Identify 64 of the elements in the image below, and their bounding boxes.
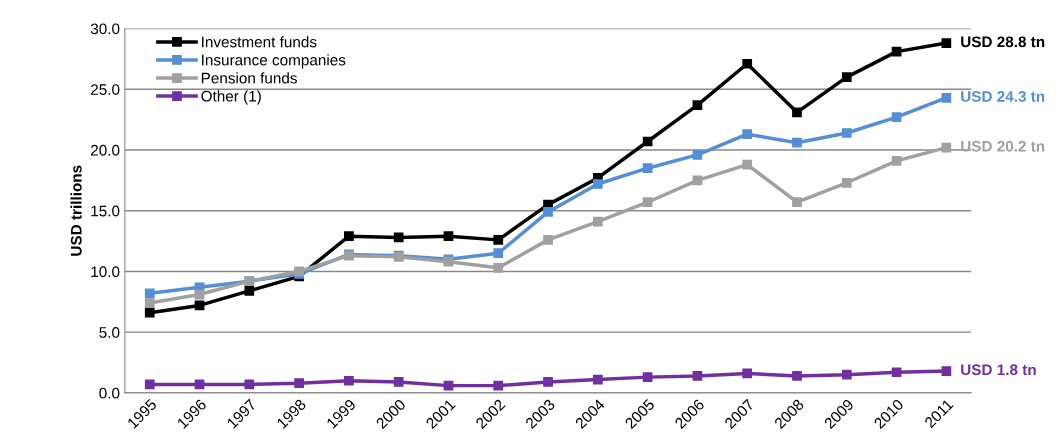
- point: [543, 235, 553, 245]
- point: [393, 377, 404, 387]
- point: [941, 366, 952, 376]
- point: [742, 159, 753, 170]
- point: [294, 378, 304, 389]
- point: [742, 368, 753, 379]
- annotation: USD 24.3 tn: [961, 91, 1045, 102]
- point: [841, 177, 852, 188]
- point: [692, 175, 703, 186]
- y-tick-label: 30.0: [90, 23, 120, 35]
- point: [493, 235, 504, 245]
- point: [592, 216, 603, 227]
- y-tick-label: 10.0: [91, 266, 120, 278]
- point: [841, 128, 852, 138]
- y-tick-label: 5.0: [99, 327, 120, 338]
- point: [493, 262, 504, 273]
- point: [891, 156, 902, 166]
- legend-label: Other (1): [201, 90, 261, 105]
- point: [692, 149, 703, 160]
- legend-label: Investment funds: [202, 36, 317, 48]
- point: [244, 286, 255, 296]
- annotation: USD 1.8 tn: [961, 364, 1036, 376]
- point: [941, 92, 952, 103]
- point: [891, 112, 902, 123]
- point: [144, 379, 155, 390]
- legend-label: Insurance companies: [202, 54, 346, 69]
- point: [393, 232, 404, 243]
- annotation: USD 28.8 tn: [961, 36, 1045, 48]
- point: [443, 231, 454, 242]
- legend-label: Pension funds: [201, 72, 297, 84]
- point: [493, 380, 504, 391]
- point: [344, 231, 354, 242]
- point: [592, 179, 603, 189]
- point: [792, 107, 802, 118]
- point: [642, 372, 653, 382]
- y-tick-label: 15.0: [91, 205, 120, 217]
- point: [144, 307, 155, 318]
- point: [841, 369, 852, 380]
- point: [742, 58, 753, 69]
- point: [792, 137, 802, 148]
- point: [244, 379, 255, 390]
- point: [941, 142, 952, 153]
- point: [144, 288, 155, 299]
- annotation: USD 20.2 tn: [961, 140, 1045, 152]
- point: [841, 72, 852, 82]
- point: [493, 248, 504, 259]
- point: [941, 38, 952, 48]
- point: [792, 371, 802, 381]
- point: [692, 371, 703, 381]
- point: [543, 207, 553, 217]
- point: [792, 197, 802, 208]
- point: [642, 197, 653, 208]
- point: [742, 129, 753, 140]
- point: [642, 163, 653, 174]
- point: [144, 298, 155, 308]
- point: [344, 375, 354, 386]
- y-tick-label: 0.0: [99, 387, 120, 399]
- point: [592, 374, 603, 385]
- y-tick-label: 25.0: [91, 84, 120, 95]
- y-tick-label: 20.0: [91, 144, 120, 156]
- point: [543, 377, 553, 387]
- y-axis-title: USD trillions: [70, 165, 82, 256]
- point: [692, 100, 703, 110]
- point: [891, 367, 902, 378]
